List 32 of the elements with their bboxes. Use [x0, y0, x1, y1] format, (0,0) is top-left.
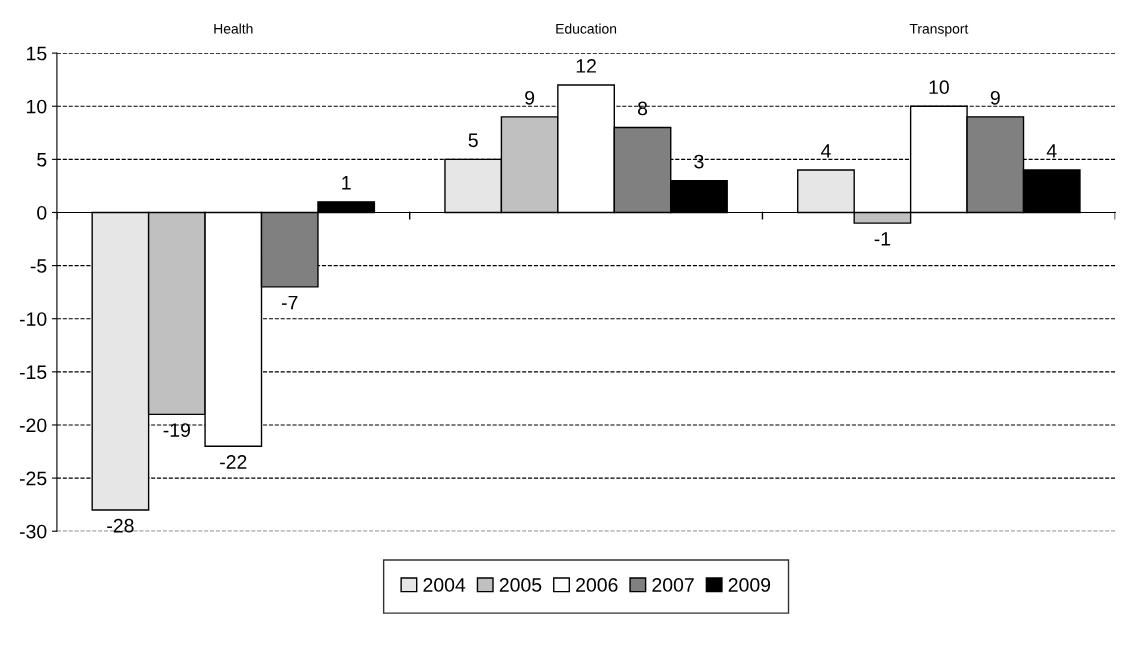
y-tick-label: -10 — [19, 312, 47, 326]
data-label: -28 — [107, 518, 134, 533]
legend-label: 2007 — [652, 578, 694, 592]
y-tick-label: 0 — [37, 205, 47, 220]
data-label: 9 — [525, 90, 535, 105]
y-tick-label: 10 — [27, 99, 47, 114]
legend-label: 2005 — [499, 578, 542, 592]
y-tick-label: -20 — [19, 418, 47, 433]
data-label: 1 — [342, 176, 351, 190]
x-tick-label: Transport — [909, 24, 969, 37]
data-label: 4 — [821, 144, 831, 158]
y-tick-label: 5 — [37, 153, 47, 167]
y-tick-label: -5 — [30, 259, 47, 273]
data-label: -19 — [163, 423, 190, 437]
data-label: 9 — [990, 90, 1000, 105]
legend-label: 2006 — [576, 578, 618, 592]
data-label: 12 — [576, 59, 596, 73]
data-label: -7 — [281, 295, 298, 310]
y-tick-label: -30 — [19, 524, 47, 539]
y-tick-label: 15 — [27, 46, 47, 61]
x-tick-label: Health — [214, 23, 253, 34]
data-label: 10 — [929, 80, 949, 95]
data-label: 5 — [468, 133, 478, 148]
legend-label: 2009 — [728, 578, 771, 592]
legend-label: 2004 — [423, 578, 466, 592]
x-tick-label: Education — [556, 23, 617, 34]
data-label: -1 — [874, 232, 891, 246]
y-tick-label: -15 — [19, 365, 47, 380]
data-label: -22 — [220, 455, 247, 469]
data-label: 4 — [1046, 144, 1057, 158]
data-label: 8 — [637, 101, 648, 116]
y-tick-label: -25 — [19, 471, 47, 486]
